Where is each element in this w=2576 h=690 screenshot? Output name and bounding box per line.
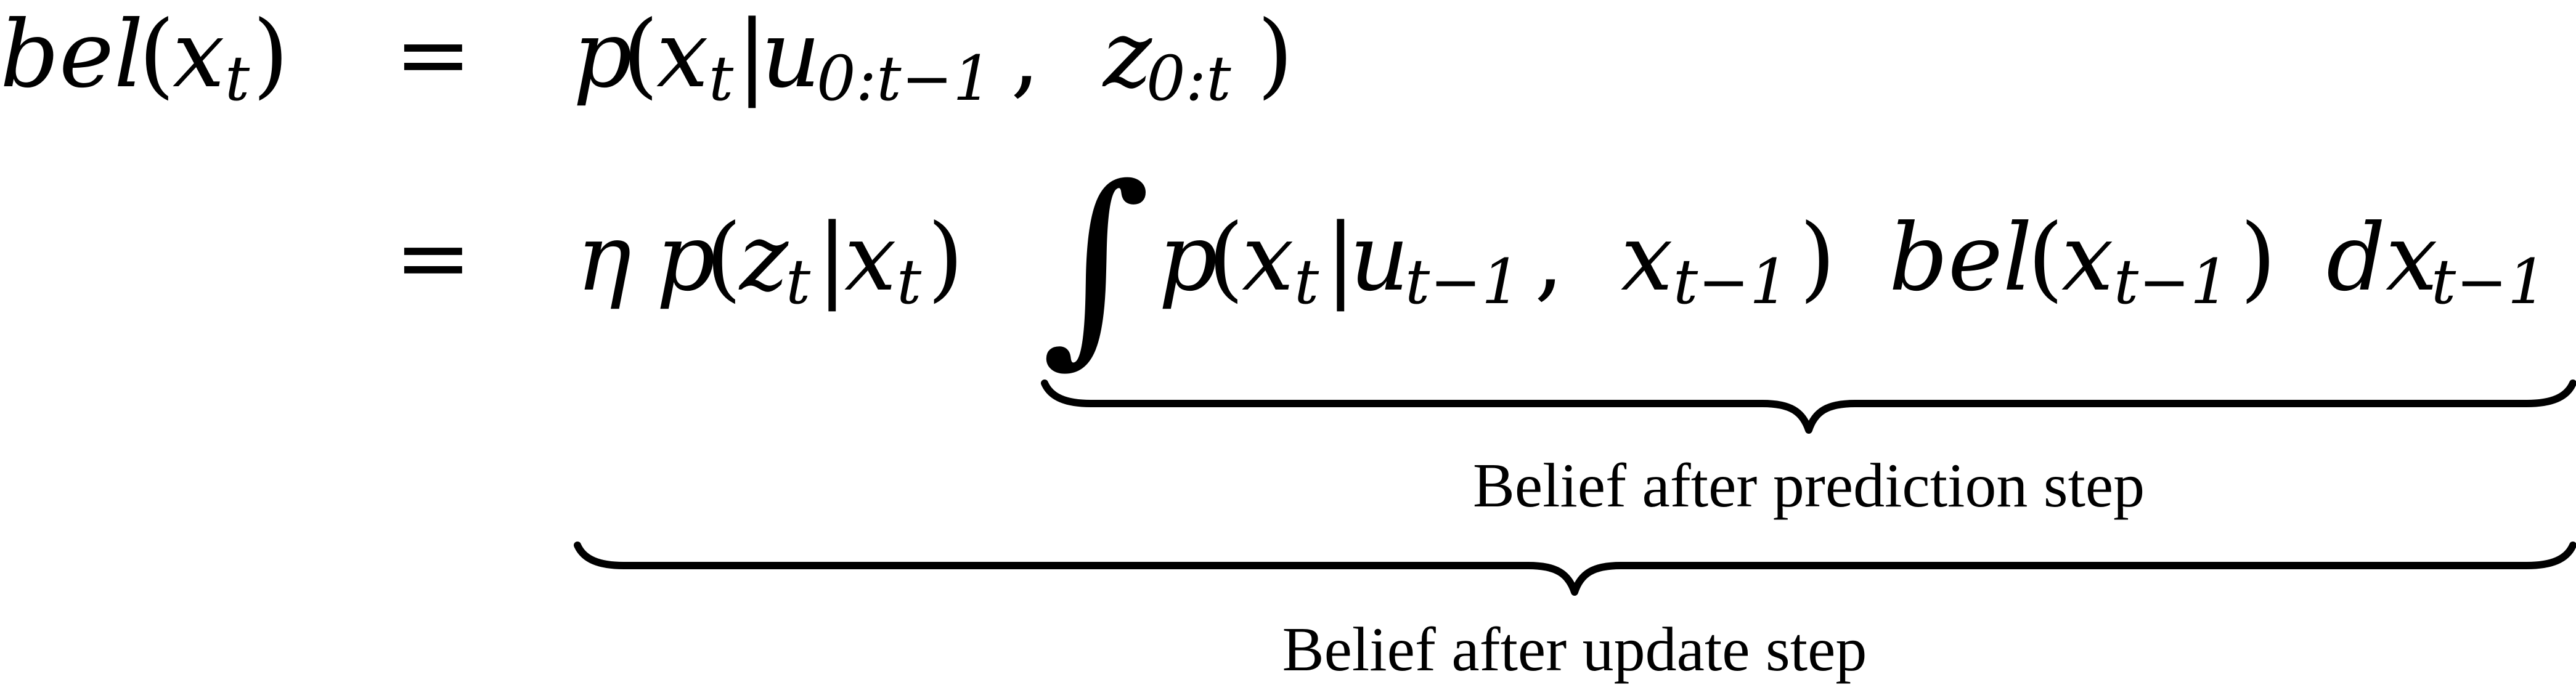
- motion-open-paren: (: [1208, 205, 1244, 312]
- motion-x: x: [1242, 205, 1294, 312]
- differential: dx t−1: [2326, 205, 2547, 318]
- motion-sub-t-minus-1-x: t−1: [1673, 246, 1789, 318]
- rhs1-open-paren: (: [622, 1, 659, 108]
- motion-close-paren: ): [1800, 205, 1836, 312]
- rhs1-bar: |: [736, 1, 768, 108]
- rhs1-sub-0-t-minus-1: 0:t−1: [817, 43, 992, 115]
- equals-sign-1: =: [394, 1, 472, 108]
- meas-p: p: [656, 205, 715, 312]
- motion-p: p: [1159, 205, 1218, 312]
- prior-close-paren: ): [2240, 205, 2276, 312]
- motion-sub-t-minus-1-u: t−1: [1405, 246, 1521, 318]
- rhs1-u: u: [761, 1, 821, 108]
- motion-u: u: [1350, 205, 1409, 312]
- equals-sign-2: =: [394, 205, 472, 312]
- prior-bel: bel: [1889, 205, 2032, 312]
- meas-close-paren: ): [927, 205, 964, 312]
- differential-sub-t-minus-1: t−1: [2431, 246, 2547, 318]
- lhs-bel: bel: [0, 1, 144, 108]
- motion-model: p ( x t | u t−1 , x t−1 ): [1159, 205, 1836, 318]
- meas-sub-t-z: t: [786, 246, 811, 318]
- prior-x: x: [2061, 205, 2114, 312]
- meas-sub-t-x: t: [897, 246, 922, 318]
- motion-x-prev: x: [1621, 205, 1673, 312]
- update-brace-shape: [574, 542, 2576, 596]
- rhs1-p: p: [573, 1, 632, 108]
- prior-sub-t-minus-1: t−1: [2114, 246, 2230, 318]
- motion-comma: ,: [1535, 205, 1564, 312]
- meas-x: x: [844, 205, 897, 312]
- equation-line-1: bel ( x t ) = p ( x t | u 0:t−1 , z 0:t …: [0, 1, 1294, 115]
- lhs-x: x: [173, 1, 225, 108]
- prior-belief: bel ( x t−1 ): [1889, 205, 2276, 318]
- lhs-open-paren: (: [139, 1, 175, 108]
- prediction-brace-shape: [1041, 380, 2576, 434]
- integral-sign: ∫: [1041, 142, 1151, 386]
- measurement-model: p ( z t | x t ): [656, 205, 964, 318]
- motion-sub-t: t: [1294, 246, 1319, 318]
- rhs1-x: x: [656, 1, 709, 108]
- rhs1-z: z: [1102, 1, 1152, 108]
- meas-bar: |: [817, 205, 848, 312]
- differential-dx: dx: [2326, 205, 2438, 312]
- lhs-close-paren: ): [253, 1, 289, 108]
- motion-bar: |: [1325, 205, 1356, 312]
- equation-line-2: = η p ( z t | x t ) ∫ p ( x t | u t−1 , …: [394, 142, 2547, 386]
- meas-z: z: [738, 205, 789, 312]
- rhs1-close-paren: ): [1257, 1, 1294, 108]
- rhs1-sub-t: t: [709, 43, 734, 115]
- rhs1-comma: ,: [1011, 1, 1040, 108]
- rhs1-sub-0-t: 0:t: [1146, 43, 1231, 115]
- normalizer-eta: η: [576, 205, 632, 312]
- update-step-label: Belief after update step: [1282, 615, 1867, 684]
- lhs-sub-t: t: [225, 43, 250, 115]
- update-underbrace: Belief after update step: [574, 542, 2576, 684]
- prediction-step-label: Belief after prediction step: [1473, 451, 2145, 521]
- prediction-underbrace: Belief after prediction step: [1041, 380, 2576, 521]
- meas-open-paren: (: [706, 205, 742, 312]
- prior-open-paren: (: [2028, 205, 2064, 312]
